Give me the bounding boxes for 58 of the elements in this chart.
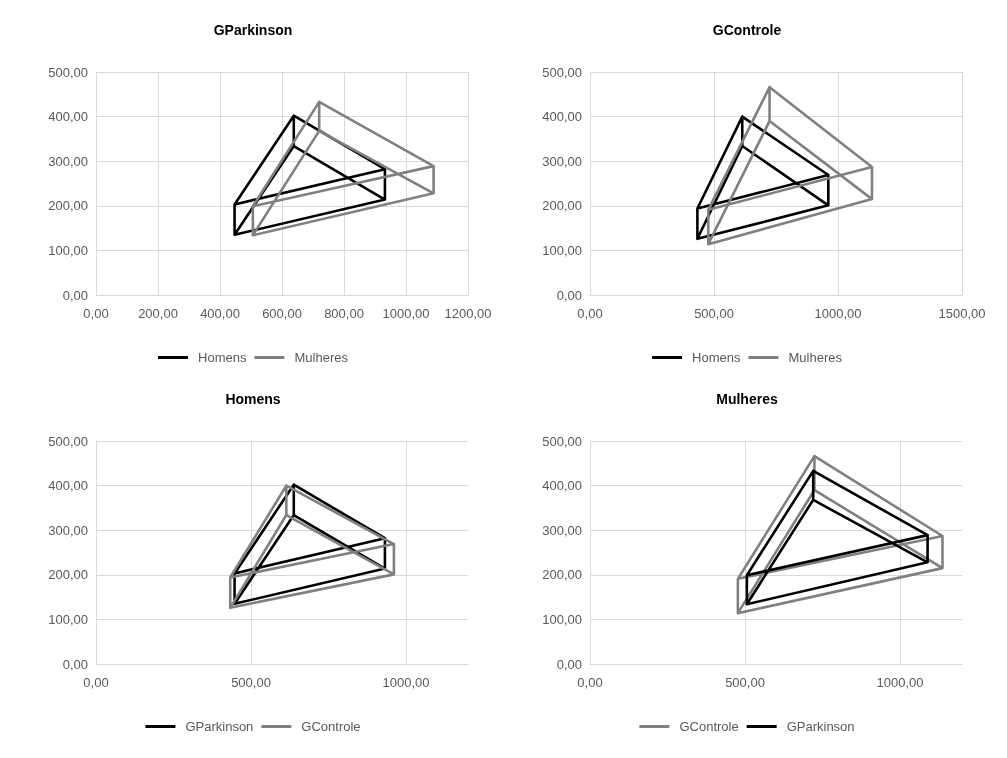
y-tick-label: 300,00: [48, 522, 88, 538]
y-tick-label: 0,00: [62, 656, 88, 672]
x-tick-label: 0,00: [577, 675, 603, 690]
x-tick-label: 200,00: [138, 306, 178, 321]
y-tick-label: 0,00: [62, 287, 88, 303]
y-tick-label: 200,00: [542, 198, 582, 214]
y-tick-label: 400,00: [542, 478, 582, 494]
y-tick-label: 200,00: [48, 567, 88, 583]
y-tick-label: 500,00: [542, 433, 582, 449]
y-tick-label: 500,00: [48, 433, 88, 449]
y-tick-label: 100,00: [542, 242, 582, 258]
legend-label: GControle: [679, 719, 739, 734]
y-tick-label: 100,00: [542, 611, 582, 627]
legend-label: Mulheres: [294, 350, 349, 365]
chart-title: GParkinson: [213, 22, 293, 38]
x-tick-label: 0,00: [83, 675, 109, 690]
y-tick-label: 400,00: [48, 109, 88, 125]
legend-label: Homens: [198, 350, 247, 365]
x-tick-label: 400,00: [200, 306, 240, 321]
y-tick-label: 500,00: [48, 64, 88, 80]
x-tick-label: 800,00: [324, 306, 364, 321]
x-tick-label: 1000,00: [876, 675, 924, 690]
x-tick-label: 1000,00: [382, 675, 430, 690]
y-tick-label: 100,00: [48, 242, 88, 258]
line-series: [745, 469, 929, 606]
x-tick-label: 0,00: [83, 306, 109, 321]
chart-title: Mulheres: [716, 391, 778, 407]
x-tick-label: 500,00: [694, 306, 734, 321]
line-series: [736, 454, 944, 615]
line-series: [707, 85, 874, 246]
y-tick-label: 300,00: [48, 153, 88, 169]
y-tick-label: 300,00: [542, 522, 582, 538]
y-tick-label: 400,00: [542, 109, 582, 125]
legend-label: GParkinson: [185, 719, 254, 734]
y-tick-label: 0,00: [556, 287, 582, 303]
line-series: [696, 115, 830, 241]
x-tick-label: 500,00: [231, 675, 271, 690]
x-tick-label: 1000,00: [814, 306, 862, 321]
line-series: [251, 100, 435, 237]
y-tick-label: 0,00: [556, 656, 582, 672]
legend-label: GControle: [301, 719, 361, 734]
y-tick-label: 200,00: [542, 567, 582, 583]
x-tick-label: 600,00: [262, 306, 302, 321]
legend-label: Mulheres: [788, 350, 843, 365]
y-tick-label: 400,00: [48, 478, 88, 494]
y-tick-label: 300,00: [542, 153, 582, 169]
x-tick-label: 1000,00: [382, 306, 430, 321]
legend-label: Homens: [692, 350, 741, 365]
x-tick-label: 1500,00: [938, 306, 986, 321]
y-tick-label: 100,00: [48, 611, 88, 627]
x-tick-label: 500,00: [725, 675, 765, 690]
x-tick-label: 1200,00: [444, 306, 492, 321]
x-tick-label: 0,00: [577, 306, 603, 321]
legend-label: GParkinson: [786, 719, 855, 734]
chart-title: Homens: [225, 391, 281, 407]
chart-title: GControle: [712, 22, 782, 38]
y-tick-label: 500,00: [542, 64, 582, 80]
y-tick-label: 200,00: [48, 198, 88, 214]
